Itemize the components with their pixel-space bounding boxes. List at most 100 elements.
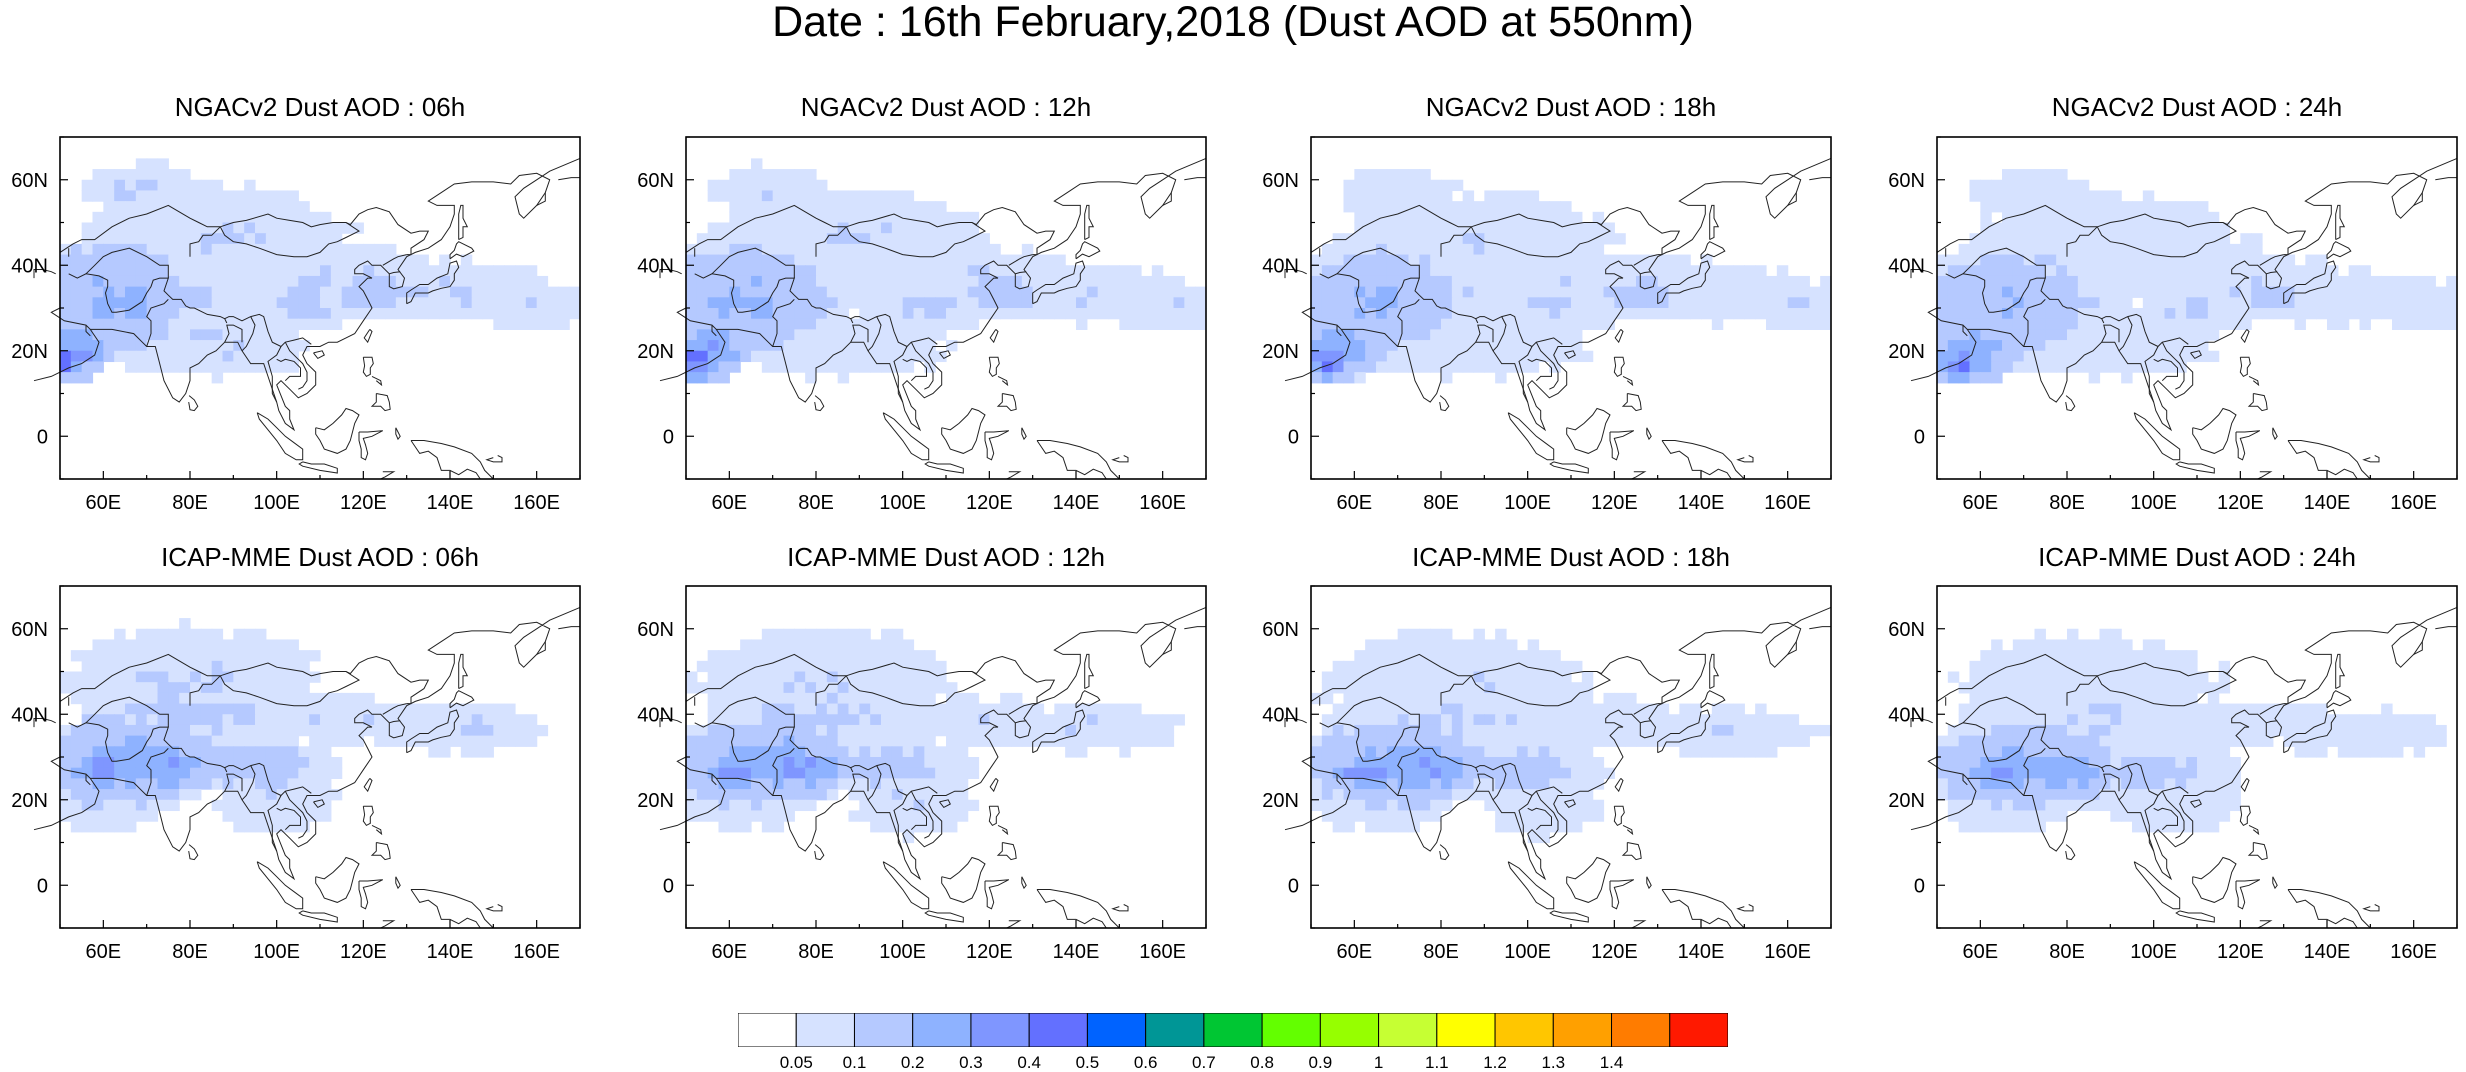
dust-cell bbox=[2175, 767, 2187, 779]
dust-cell bbox=[1538, 201, 1550, 213]
dust-cell bbox=[761, 243, 774, 256]
dust-cell bbox=[751, 265, 763, 277]
dust-cell bbox=[1430, 810, 1442, 822]
dust-cell bbox=[1119, 286, 1131, 298]
dust-cell bbox=[837, 190, 850, 202]
dust-cell bbox=[1419, 703, 1431, 715]
dust-cell bbox=[2034, 628, 2046, 641]
dust-cell bbox=[265, 746, 278, 758]
dust-cell bbox=[1755, 724, 1767, 737]
dust-cell bbox=[417, 275, 429, 288]
dust-cell bbox=[125, 254, 137, 266]
dust-cell bbox=[1690, 746, 1702, 758]
dust-cell bbox=[92, 671, 104, 683]
boundary-line bbox=[1566, 407, 1611, 454]
dust-cell bbox=[2218, 789, 2231, 801]
dust-cell bbox=[70, 799, 83, 812]
dust-cell bbox=[2402, 714, 2415, 726]
dust-cell bbox=[805, 703, 817, 715]
dust-cell bbox=[70, 724, 83, 737]
dust-cell bbox=[190, 671, 202, 683]
dust-cell bbox=[859, 810, 871, 822]
dust-cell bbox=[1376, 222, 1388, 234]
dust-cell bbox=[2175, 286, 2187, 298]
boundary-line bbox=[996, 393, 1017, 412]
dust-cell bbox=[1076, 735, 1088, 747]
dust-cell bbox=[1000, 275, 1012, 288]
dust-cell bbox=[859, 265, 871, 277]
dust-cell bbox=[1162, 318, 1175, 330]
dust-cell bbox=[1000, 735, 1012, 747]
dust-cell bbox=[805, 222, 817, 234]
dust-cell bbox=[2056, 265, 2068, 277]
dust-cell bbox=[1441, 778, 1453, 790]
dust-cell bbox=[729, 724, 741, 737]
dust-cell bbox=[352, 297, 364, 309]
dust-cell bbox=[1527, 757, 1540, 769]
dust-cell bbox=[2045, 361, 2057, 373]
dust-cell bbox=[1343, 190, 1355, 202]
dust-cell bbox=[515, 318, 527, 330]
map-icap-18: 60E 80E 100E 120E 140E 160E 0 20N 40N 60N bbox=[1262, 585, 1832, 963]
boundary-line bbox=[224, 324, 243, 343]
dust-cell bbox=[2002, 650, 2014, 662]
dust-cell bbox=[2088, 372, 2101, 384]
dust-cell bbox=[276, 660, 289, 673]
dust-cell bbox=[222, 810, 234, 822]
colorbar-label: 0.3 bbox=[959, 1053, 983, 1072]
dust-cell bbox=[70, 350, 83, 363]
dust-cell bbox=[1484, 671, 1496, 683]
dust-cell bbox=[1969, 671, 1981, 683]
dust-cell bbox=[2272, 297, 2285, 309]
dust-cell bbox=[1397, 810, 1410, 822]
dust-cell bbox=[2110, 671, 2122, 683]
dust-cell bbox=[1581, 810, 1594, 822]
dust-cell bbox=[1991, 810, 2003, 822]
dust-cell bbox=[2175, 650, 2187, 662]
dust-cell bbox=[2197, 243, 2209, 256]
dust-cell bbox=[157, 340, 169, 352]
dust-cell bbox=[114, 692, 126, 705]
dust-cell bbox=[1386, 639, 1399, 651]
dust-cell bbox=[2424, 714, 2436, 726]
dust-cell bbox=[255, 222, 267, 234]
dust-cell bbox=[1991, 222, 2003, 234]
dust-cell bbox=[2197, 735, 2209, 747]
dust-cell bbox=[309, 778, 321, 790]
boundary-line bbox=[867, 316, 882, 352]
dust-cell bbox=[1991, 650, 2003, 662]
dust-cell bbox=[1397, 692, 1410, 705]
dust-cell bbox=[2327, 724, 2339, 737]
dust-cell bbox=[70, 286, 83, 298]
dust-cell bbox=[320, 233, 332, 245]
dust-cell bbox=[1787, 714, 1800, 726]
dust-cell bbox=[902, 692, 915, 705]
dust-cell bbox=[244, 757, 256, 769]
dust-cell bbox=[707, 671, 720, 683]
dust-cell bbox=[2305, 275, 2317, 288]
dust-cell bbox=[1701, 286, 1713, 298]
dust-cell bbox=[2381, 724, 2393, 737]
dust-cell bbox=[740, 703, 752, 715]
boundary-line bbox=[276, 807, 301, 831]
dust-cell bbox=[2229, 767, 2241, 779]
dust-cell bbox=[826, 222, 839, 234]
dust-cell bbox=[1311, 789, 1323, 801]
dust-cell bbox=[870, 799, 882, 812]
dust-cell bbox=[1581, 735, 1594, 747]
dust-cell bbox=[2153, 211, 2166, 224]
dust-cell bbox=[2175, 660, 2187, 673]
dust-cell bbox=[1711, 265, 1724, 277]
dust-cell bbox=[1571, 329, 1583, 341]
dust-cell bbox=[2132, 692, 2144, 705]
dust-cell bbox=[135, 703, 148, 715]
dust-cell bbox=[103, 190, 115, 202]
dust-cell bbox=[1679, 724, 1691, 737]
dust-cell bbox=[761, 724, 774, 737]
dust-cell bbox=[826, 329, 839, 341]
dust-cell bbox=[881, 286, 893, 298]
dust-cell bbox=[2121, 233, 2133, 245]
dust-cell bbox=[1386, 778, 1399, 790]
dust-cell bbox=[1980, 211, 1992, 224]
